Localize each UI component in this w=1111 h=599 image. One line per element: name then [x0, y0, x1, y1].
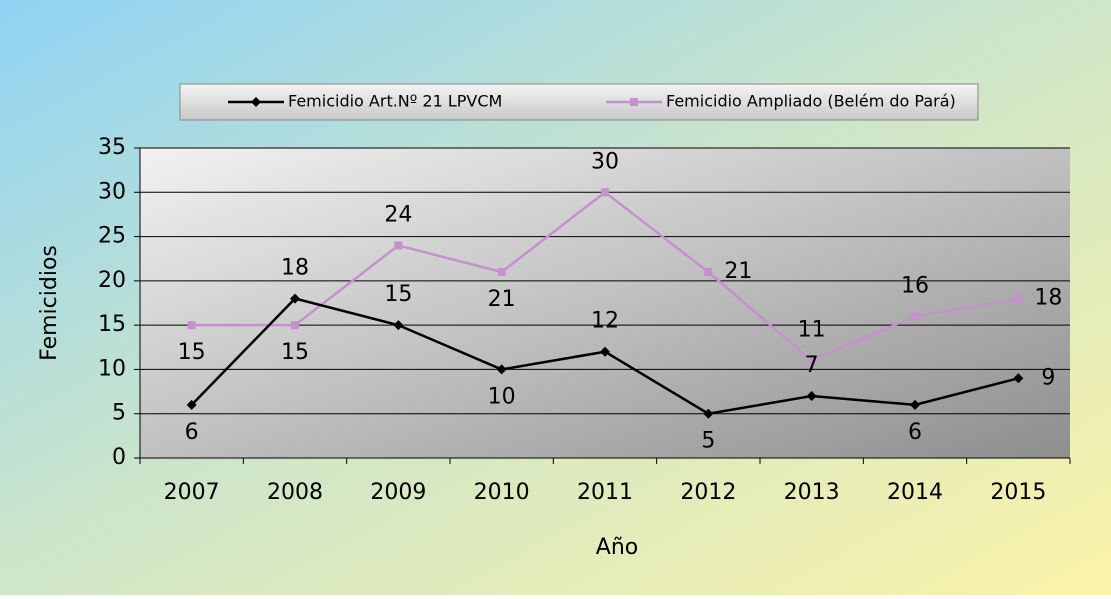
data-label: 24: [384, 202, 412, 227]
data-label: 16: [901, 273, 929, 298]
legend-box: [179, 83, 979, 121]
data-label: 18: [1034, 286, 1062, 311]
y-tick-label: 15: [98, 312, 126, 337]
data-label: 11: [798, 318, 826, 343]
x-axis-title: Año: [596, 535, 638, 560]
data-label: 7: [805, 353, 819, 378]
data-label: 15: [281, 340, 309, 365]
marker: [807, 356, 816, 365]
y-tick-label: 35: [98, 135, 126, 160]
marker: [497, 268, 506, 276]
marker: [186, 399, 197, 410]
marker: [393, 320, 404, 331]
marker: [806, 391, 817, 401]
y-tick-label: 25: [98, 224, 126, 249]
data-label: 10: [488, 384, 516, 409]
marker: [703, 408, 714, 419]
data-label: 12: [591, 309, 619, 334]
y-tick-label: 5: [112, 401, 126, 426]
marker: [187, 321, 196, 330]
x-tick-label: 2012: [680, 480, 736, 505]
x-tick-label: 2010: [474, 480, 530, 505]
y-tick-label: 0: [112, 445, 126, 470]
marker: [630, 98, 638, 106]
marker: [394, 241, 403, 250]
x-tick-label: 2011: [577, 480, 633, 505]
x-tick-label: 2007: [164, 480, 220, 505]
data-label: 18: [281, 256, 309, 281]
x-tick-label: 2013: [784, 480, 840, 505]
marker: [496, 364, 507, 375]
legend-label: Femicidio Art.Nº 21 LPVCM: [288, 92, 502, 111]
data-label: 15: [178, 340, 206, 365]
x-tick-label: 2014: [887, 480, 943, 505]
marker: [911, 312, 919, 321]
data-label: 15: [384, 282, 412, 307]
marker: [290, 293, 300, 304]
marker: [910, 399, 920, 410]
x-tick-label: 2009: [370, 480, 426, 505]
data-label: 6: [185, 420, 199, 445]
legend-label: Femicidio Ampliado (Belém do Pará): [666, 92, 956, 111]
data-label: 30: [591, 149, 619, 174]
data-label: 21: [724, 259, 752, 284]
y-tick-label: 30: [98, 179, 126, 204]
marker: [1014, 294, 1023, 303]
data-label: 21: [488, 287, 516, 312]
y-tick-label: 10: [98, 356, 126, 381]
data-label: 5: [701, 429, 715, 454]
data-label: 6: [908, 420, 922, 445]
marker: [251, 97, 261, 107]
marker: [704, 268, 713, 276]
x-tick-label: 2015: [990, 480, 1046, 505]
x-tick-label: 2008: [267, 480, 323, 505]
data-label: 9: [1041, 365, 1055, 390]
marker: [1013, 373, 1024, 384]
y-tick-label: 20: [98, 268, 126, 293]
marker: [291, 321, 299, 330]
marker: [600, 346, 610, 357]
y-axis-title: Femicidios: [37, 245, 62, 361]
marker: [601, 188, 609, 197]
